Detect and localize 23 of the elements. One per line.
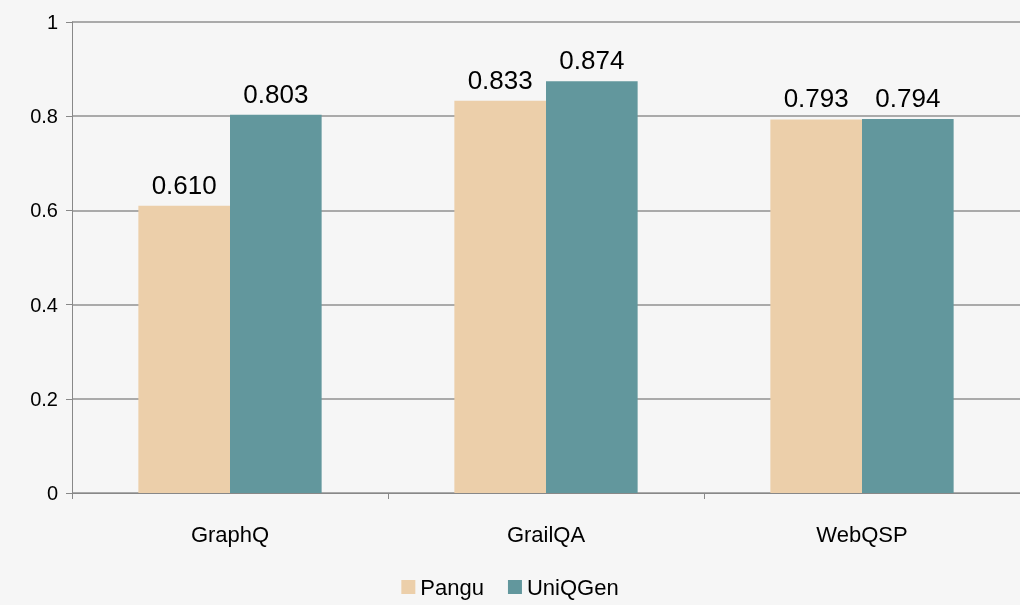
legend-label: Pangu	[420, 574, 484, 600]
bar	[454, 100, 546, 493]
data-label: 0.833	[467, 64, 533, 95]
data-label: 0.874	[559, 45, 625, 76]
data-label: 0.610	[151, 169, 217, 200]
data-label: 0.794	[875, 83, 941, 114]
y-tick-label: 0.4	[30, 293, 58, 316]
y-tick-label: 0.6	[30, 199, 58, 222]
y-tick-label: 0.8	[30, 105, 58, 128]
data-label: 0.793	[783, 83, 849, 114]
bar	[546, 81, 638, 493]
y-tick-label: 1	[46, 11, 58, 33]
x-tick-label: WebQSP	[816, 521, 908, 547]
data-label: 0.803	[243, 78, 309, 109]
bar	[138, 205, 230, 493]
legend-label: UniQGen	[526, 574, 619, 600]
x-tick-label: GrailQA	[506, 521, 586, 547]
x-tick-label: GraphQ	[190, 521, 270, 547]
y-tick-label: 0.2	[30, 387, 58, 410]
bar	[230, 114, 322, 493]
bar	[770, 119, 862, 493]
bar	[862, 119, 954, 493]
y-tick-label: 0	[46, 482, 58, 504]
